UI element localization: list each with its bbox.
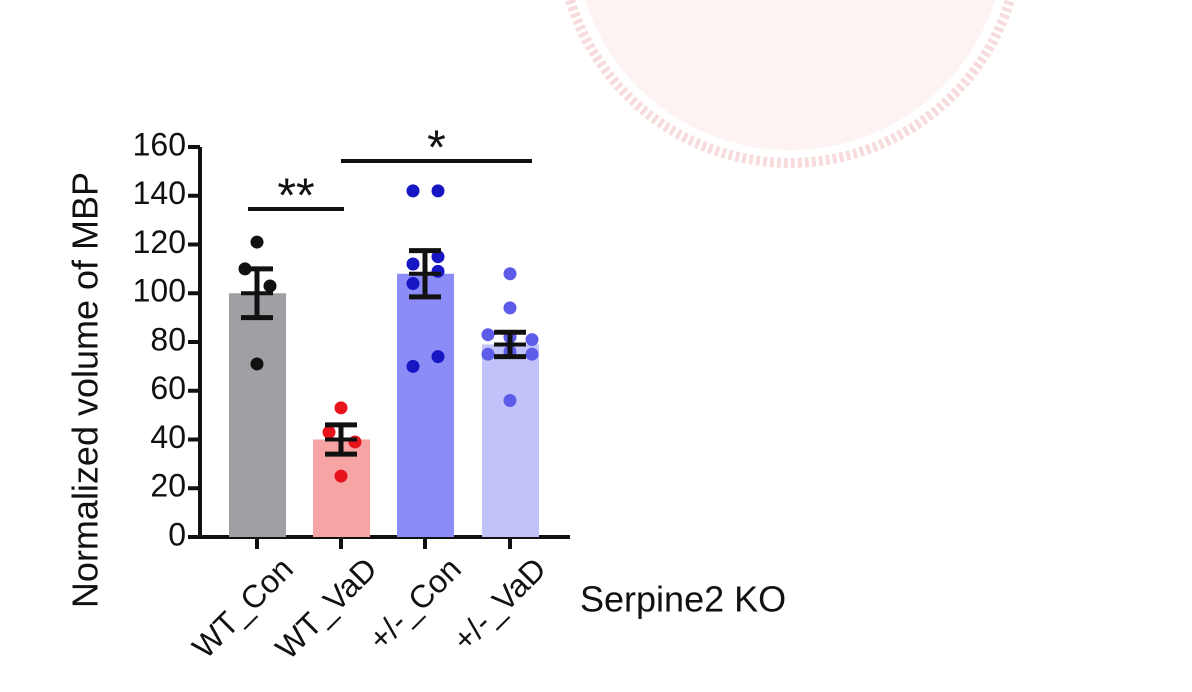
- data-point: [348, 435, 362, 449]
- bar: [397, 273, 454, 537]
- y-tick-label: 40: [150, 419, 186, 455]
- y-tick-label: 140: [133, 175, 186, 211]
- data-point: [250, 235, 264, 249]
- data-point: [334, 469, 348, 483]
- x-tick-label: +/-_VaD: [446, 550, 553, 657]
- data-point: [334, 401, 348, 415]
- data-point: [525, 333, 539, 347]
- bar: [229, 293, 286, 537]
- data-point: [406, 184, 420, 198]
- y-tick-label: 100: [133, 273, 186, 309]
- data-point: [406, 277, 420, 290]
- significance-label: **: [277, 170, 314, 223]
- data-point: [431, 250, 445, 264]
- data-point: [431, 184, 445, 198]
- y-tick-label: 160: [133, 126, 186, 162]
- data-point: [263, 279, 277, 293]
- data-point: [322, 425, 336, 439]
- y-tick-label: 120: [133, 224, 186, 260]
- data-point: [431, 350, 445, 364]
- data-point: [503, 267, 517, 281]
- y-tick-label: 60: [150, 370, 186, 406]
- data-point: [406, 257, 420, 271]
- y-tick-label: 80: [150, 321, 186, 357]
- data-point: [503, 301, 517, 315]
- y-tick-label: 20: [150, 468, 186, 504]
- y-tick-label: 0: [168, 516, 186, 552]
- x-group-label: Serpine2 KO: [580, 579, 786, 620]
- data-point: [525, 347, 539, 361]
- data-point: [481, 328, 495, 342]
- y-axis-label: Normalized volume of MBP: [65, 172, 106, 608]
- watermark-fill: [585, 0, 995, 151]
- data-point: [431, 264, 445, 278]
- data-point: [503, 394, 517, 407]
- data-point: [250, 357, 264, 371]
- significance-label: *: [427, 122, 446, 175]
- data-point: [481, 347, 495, 361]
- x-tick-label: +/-_Con: [361, 550, 468, 657]
- data-point: [406, 359, 420, 373]
- bar: [482, 344, 539, 537]
